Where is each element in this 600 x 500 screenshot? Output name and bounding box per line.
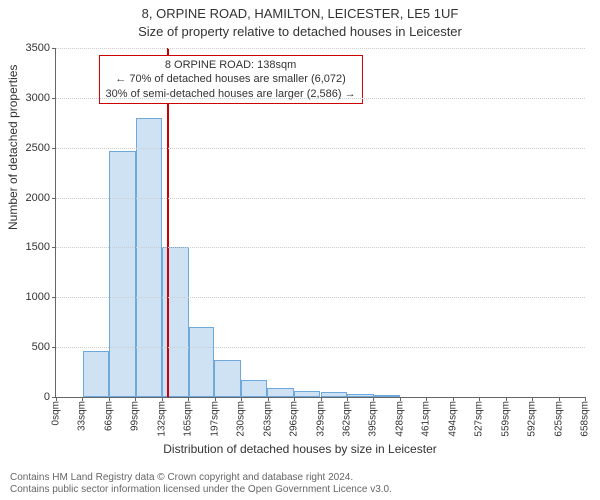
ytick-label: 3500 xyxy=(26,42,50,54)
histogram-bar xyxy=(241,380,268,397)
xtick-label: 658sqm xyxy=(580,401,591,437)
histogram-bar xyxy=(347,394,374,397)
xtick-label: 99sqm xyxy=(130,401,141,431)
ytick-mark xyxy=(52,198,56,199)
footer-line-1: Contains HM Land Registry data © Crown c… xyxy=(10,472,392,484)
histogram-bar xyxy=(189,327,215,397)
xtick-label: 559sqm xyxy=(500,401,511,437)
gridline-h xyxy=(56,247,585,248)
xtick-label: 592sqm xyxy=(527,401,538,437)
histogram-bar xyxy=(109,151,136,397)
ytick-mark xyxy=(52,48,56,49)
xtick-label: 33sqm xyxy=(77,401,88,431)
histogram-bar xyxy=(321,392,348,397)
histogram-bar xyxy=(214,360,241,397)
chart-subtitle: Size of property relative to detached ho… xyxy=(0,24,600,39)
xtick-label: 527sqm xyxy=(474,401,485,437)
ytick-label: 2500 xyxy=(26,142,50,154)
ytick-label: 1500 xyxy=(26,241,50,253)
xtick-label: 362sqm xyxy=(341,401,352,437)
histogram-bar xyxy=(136,118,163,397)
xtick-label: 461sqm xyxy=(421,401,432,437)
xtick-label: 625sqm xyxy=(553,401,564,437)
ytick-mark xyxy=(52,297,56,298)
xtick-label: 395sqm xyxy=(368,401,379,437)
ytick-label: 0 xyxy=(44,391,50,403)
ytick-label: 3000 xyxy=(26,92,50,104)
annotation-line-1: 8 ORPINE ROAD: 138sqm xyxy=(106,58,356,72)
xtick-label: 428sqm xyxy=(394,401,405,437)
xtick-label: 494sqm xyxy=(447,401,458,437)
ytick-mark xyxy=(52,148,56,149)
annotation-box: 8 ORPINE ROAD: 138sqm ← 70% of detached … xyxy=(99,55,363,104)
ytick-label: 1000 xyxy=(26,291,50,303)
xtick-label: 329sqm xyxy=(315,401,326,437)
footer-line-2: Contains public sector information licen… xyxy=(10,484,392,496)
ytick-label: 500 xyxy=(32,341,50,353)
gridline-h xyxy=(56,48,585,49)
gridline-h xyxy=(56,148,585,149)
xtick-label: 0sqm xyxy=(51,401,62,425)
chart-title: 8, ORPINE ROAD, HAMILTON, LEICESTER, LE5… xyxy=(0,6,600,21)
xtick-label: 197sqm xyxy=(209,401,220,437)
footer: Contains HM Land Registry data © Crown c… xyxy=(10,472,392,496)
xtick-label: 66sqm xyxy=(103,401,114,431)
ytick-mark xyxy=(52,247,56,248)
gridline-h xyxy=(56,198,585,199)
histogram-bar xyxy=(294,391,321,397)
ytick-mark xyxy=(52,347,56,348)
gridline-h xyxy=(56,297,585,298)
xtick-label: 132sqm xyxy=(156,401,167,437)
xtick-label: 230sqm xyxy=(236,401,247,437)
histogram-bar xyxy=(374,395,401,397)
x-axis-label: Distribution of detached houses by size … xyxy=(0,442,600,456)
xtick-label: 263sqm xyxy=(262,401,273,437)
histogram-bar xyxy=(83,351,110,397)
xtick-label: 296sqm xyxy=(289,401,300,437)
histogram-bar xyxy=(267,388,294,397)
chart-container: 8, ORPINE ROAD, HAMILTON, LEICESTER, LE5… xyxy=(0,0,600,500)
gridline-h xyxy=(56,98,585,99)
xtick-label: 165sqm xyxy=(183,401,194,437)
ytick-label: 2000 xyxy=(26,192,50,204)
annotation-line-2: ← 70% of detached houses are smaller (6,… xyxy=(106,72,356,86)
ytick-mark xyxy=(52,98,56,99)
y-axis-label: Number of detached properties xyxy=(6,65,20,230)
gridline-h xyxy=(56,347,585,348)
plot-area: 8 ORPINE ROAD: 138sqm ← 70% of detached … xyxy=(55,48,585,398)
